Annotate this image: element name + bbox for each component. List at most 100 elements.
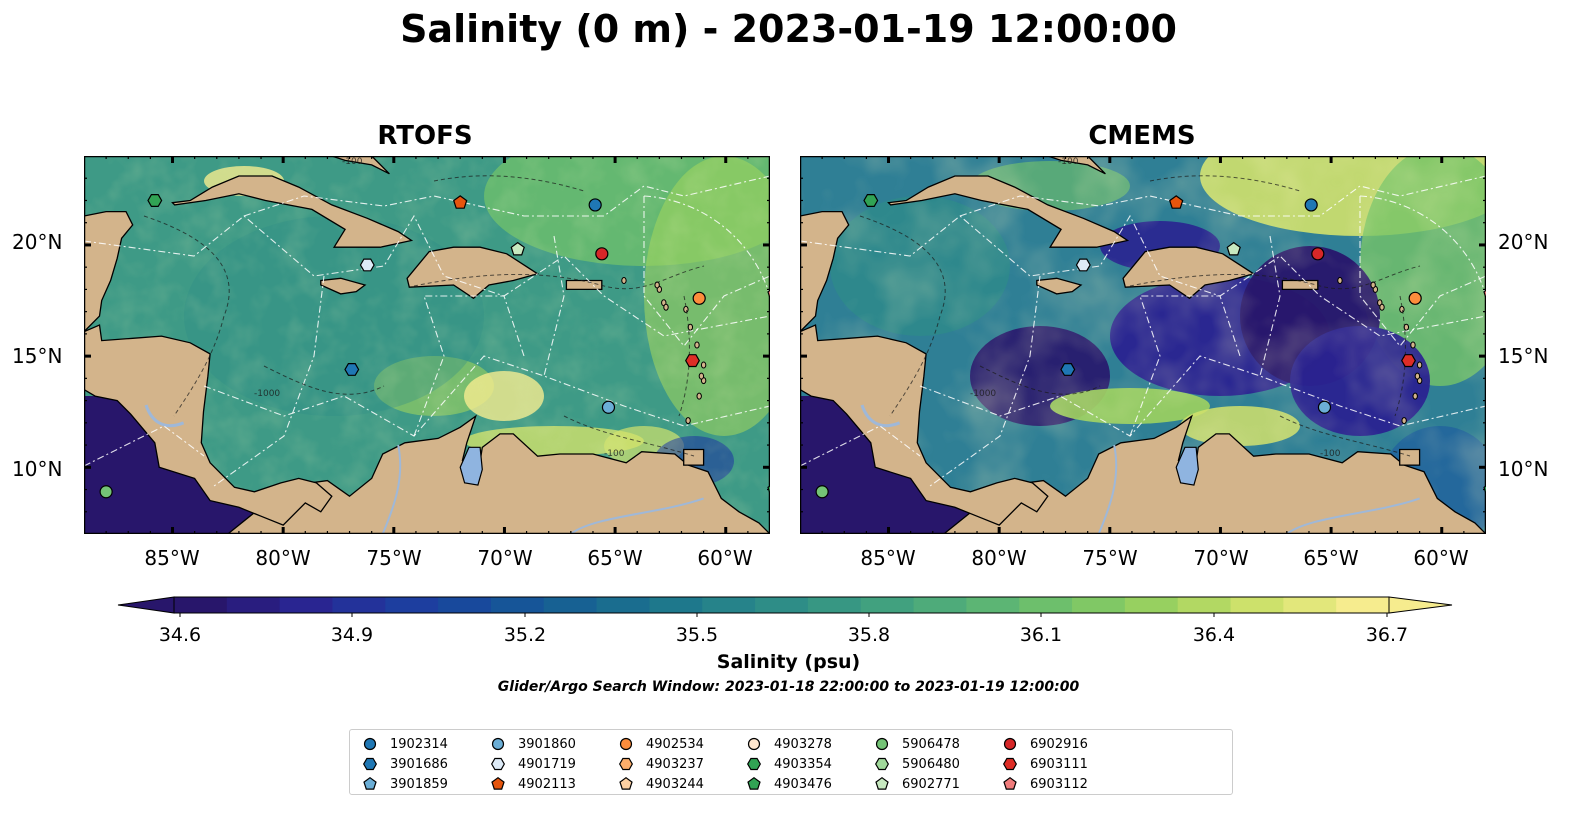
- circle-marker-icon: [875, 737, 889, 751]
- hexagon-marker-icon: [619, 757, 633, 771]
- pentagon-marker-icon: [1003, 776, 1017, 790]
- pentagon-marker-icon: [363, 776, 377, 790]
- legend-label: 4903237: [646, 756, 704, 772]
- lon-label-65w-right: 65°W: [1303, 546, 1359, 570]
- legend-item: 6902771: [874, 774, 960, 794]
- hexagon-marker-icon: [747, 757, 761, 771]
- float-marker-6903112: [767, 289, 770, 300]
- legend-item: 4903476: [746, 774, 832, 794]
- float-marker-1902314: [588, 198, 602, 212]
- legend-label: 6903111: [1030, 756, 1088, 772]
- legend-marker-4903354: [747, 757, 761, 771]
- lon-label-85w-left: 85°W: [144, 546, 200, 570]
- legend-marker-4901719: [491, 757, 505, 771]
- contour-label: -1000: [254, 389, 280, 399]
- legend-item: 3901686: [362, 754, 448, 774]
- float-marker-4901719: [359, 258, 375, 272]
- colorbar-tick-label: 34.6: [158, 624, 202, 646]
- float-marker-5906478: [815, 485, 829, 499]
- colorbar-tick-label: 35.2: [503, 624, 547, 646]
- legend-marker-4902534: [619, 737, 633, 751]
- float-marker-3901686: [1060, 363, 1076, 376]
- float-marker-6903111: [685, 354, 700, 368]
- float-marker-4903476: [767, 485, 770, 496]
- legend-item: 5906480: [874, 754, 960, 774]
- legend-marker-4903244: [619, 776, 633, 790]
- legend-marker-3901686: [363, 757, 377, 771]
- contour-label: -100: [342, 157, 363, 167]
- float-marker-4902534: [692, 291, 706, 305]
- contour-label: -100: [1058, 157, 1079, 167]
- float-marker-3901686: [344, 363, 360, 376]
- colorbar-tick-label: 36.4: [1192, 624, 1236, 646]
- float-marker-6903112: [1483, 289, 1486, 300]
- hexagon-marker-icon: [491, 757, 505, 771]
- legend-marker-6902771: [875, 776, 889, 790]
- legend-marker-3901859: [363, 776, 377, 790]
- legend-label: 4901719: [518, 756, 576, 772]
- legend-marker-1902314: [363, 737, 377, 751]
- legend-item: 4903244: [618, 774, 704, 794]
- hexagon-marker-icon: [363, 757, 377, 771]
- colorbar: [117, 596, 1453, 617]
- colorbar-tick-label: 35.8: [847, 624, 891, 646]
- float-marker-1902314: [1304, 198, 1318, 212]
- legend-label: 4902113: [518, 776, 576, 792]
- legend-label: 3901859: [390, 776, 448, 792]
- lon-label-60w-left: 60°W: [697, 546, 753, 570]
- pentagon-marker-icon: [875, 776, 889, 790]
- legend-item: 4903237: [618, 754, 704, 774]
- circle-marker-icon: [363, 737, 377, 751]
- float-marker-5906478: [99, 485, 113, 499]
- legend-marker-4903476: [747, 776, 761, 790]
- colorbar-tick-label: 34.9: [330, 624, 374, 646]
- legend-label: 5906480: [902, 756, 960, 772]
- lon-label-85w-right: 85°W: [860, 546, 916, 570]
- panel-title-cmems: CMEMS: [1088, 121, 1196, 151]
- legend-label: 4903476: [774, 776, 832, 792]
- legend-label: 3901686: [390, 756, 448, 772]
- float-marker-6902916: [1311, 247, 1325, 261]
- legend-item: 6903111: [1002, 754, 1088, 774]
- lon-label-80w-right: 80°W: [971, 546, 1027, 570]
- lon-label-75w-right: 75°W: [1082, 546, 1138, 570]
- float-legend: 1902314 3901686 3901859 3901860 4901719 49021…: [349, 729, 1233, 795]
- legend-item: 4903278: [746, 734, 832, 754]
- circle-marker-icon: [491, 737, 505, 751]
- float-marker-4903476: [1483, 485, 1486, 496]
- legend-item: 3901860: [490, 734, 576, 754]
- legend-marker-6902916: [1003, 737, 1017, 751]
- legend-item: 5906478: [874, 734, 960, 754]
- float-marker-4902534: [1408, 291, 1422, 305]
- legend-label: 4903244: [646, 776, 704, 792]
- panel-title-rtofs: RTOFS: [377, 121, 473, 151]
- legend-label: 6902916: [1030, 736, 1088, 752]
- map-panel-rtofs: -100 -1000 -100: [84, 156, 770, 534]
- legend-label: 6902771: [902, 776, 960, 792]
- float-marker-3901860: [601, 400, 616, 414]
- legend-label: 4903354: [774, 756, 832, 772]
- lat-label-20n-right: 20°N: [1498, 230, 1549, 254]
- legend-marker-4903278: [747, 737, 761, 751]
- float-marker-6902771: [1226, 241, 1241, 256]
- legend-marker-5906478: [875, 737, 889, 751]
- colorbar-tick-label: 36.7: [1365, 624, 1409, 646]
- lat-label-20n-left: 20°N: [12, 230, 63, 254]
- float-marker-3901860: [1317, 400, 1332, 414]
- legend-marker-6903112: [1003, 776, 1017, 790]
- legend-item: 4902534: [618, 734, 704, 754]
- pentagon-marker-icon: [491, 776, 505, 790]
- pentagon-marker-icon: [747, 776, 761, 790]
- legend-label: 3901860: [518, 736, 576, 752]
- legend-marker-4903237: [619, 757, 633, 771]
- circle-marker-icon: [1003, 737, 1017, 751]
- legend-marker-3901860: [491, 737, 505, 751]
- float-marker-4903354: [863, 193, 879, 208]
- colorbar-tick-label: 36.1: [1019, 624, 1063, 646]
- legend-item: 1902314: [362, 734, 448, 754]
- float-marker-6903111: [1401, 354, 1416, 368]
- legend-item: 3901859: [362, 774, 448, 794]
- legend-item: 4903354: [746, 754, 832, 774]
- float-marker-4903354: [147, 193, 163, 208]
- figure-title: Salinity (0 m) - 2023-01-19 12:00:00: [400, 7, 1177, 51]
